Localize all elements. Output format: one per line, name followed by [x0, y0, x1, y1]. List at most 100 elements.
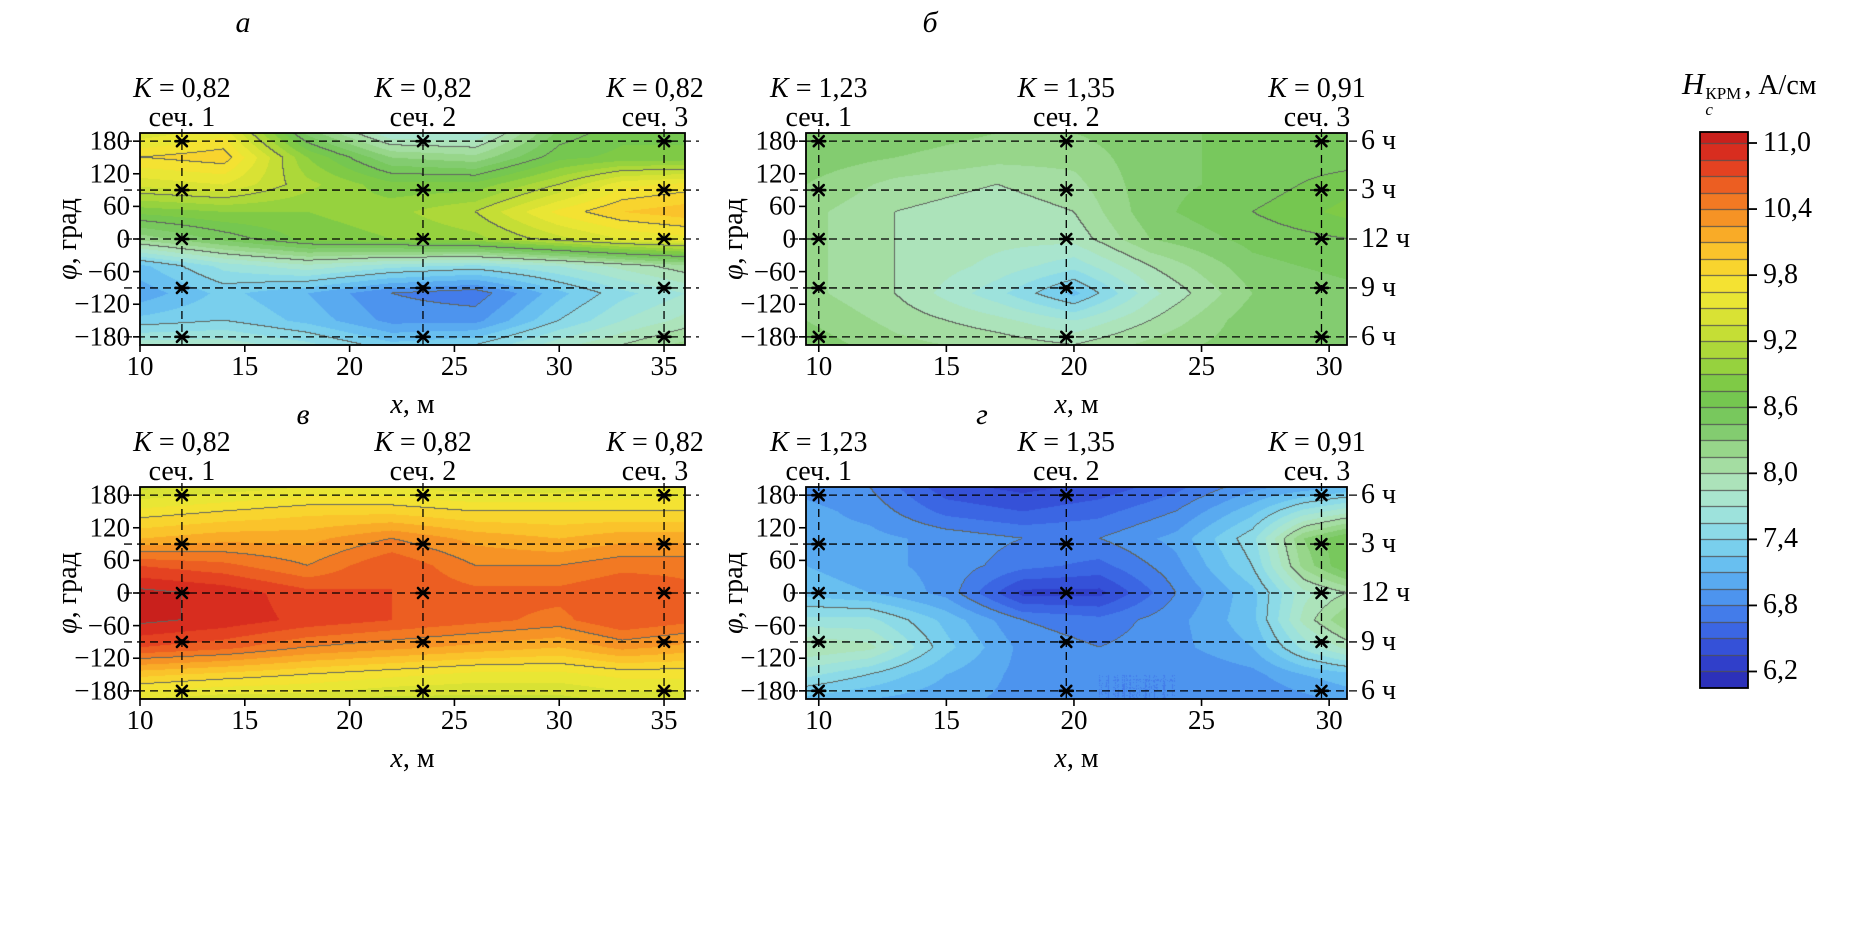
- heatmap-panel-г: [806, 487, 1347, 699]
- y-tick-label: −60: [87, 610, 130, 641]
- section-label: сеч. 2: [389, 456, 457, 487]
- x-tick-label: 20: [1060, 705, 1088, 735]
- y-tick-label: 0: [782, 223, 797, 254]
- colorbar-title-symbol: H: [1682, 66, 1705, 101]
- section-label: сеч. 2: [1032, 456, 1100, 487]
- x-tick-label: 20: [336, 705, 364, 735]
- colorbar-tick-label: 8,0: [1763, 457, 1798, 489]
- x-tick-label: 15: [932, 351, 960, 381]
- colorbar-tick-label: 11,0: [1763, 126, 1811, 158]
- y-tick-label: −120: [74, 642, 130, 673]
- x-tick-label: 15: [932, 705, 960, 735]
- hour-label: 6 ч: [1361, 674, 1397, 706]
- panel-letter: б: [922, 6, 938, 39]
- section-k-label: K = 0,82: [133, 73, 231, 104]
- section-k-label: K = 0,82: [133, 427, 231, 458]
- x-tick-label: 25: [440, 351, 468, 381]
- section-k-label: K = 0,91: [1268, 73, 1366, 104]
- hour-label: 3 ч: [1361, 173, 1397, 205]
- x-tick-label: 25: [1188, 705, 1216, 735]
- x-tick-label: 35: [650, 351, 678, 381]
- y-tick-label: 60: [769, 190, 796, 221]
- hour-label: 9 ч: [1361, 271, 1397, 303]
- section-label: сеч. 1: [785, 456, 853, 487]
- x-tick-label: 25: [1188, 351, 1216, 381]
- y-tick-label: 180: [89, 125, 131, 156]
- colorbar-title-superscript: КРМ: [1705, 84, 1742, 103]
- section-label: сеч. 3: [1283, 456, 1351, 487]
- y-axis-label: φ, град: [717, 552, 749, 634]
- y-axis-label: φ, град: [51, 198, 83, 280]
- colorbar-title-scripts: КРМ c: [1705, 84, 1742, 119]
- section-k-label: K = 0,82: [606, 427, 704, 458]
- y-tick-label: 180: [89, 479, 131, 510]
- panel-letter: г: [976, 398, 988, 431]
- y-tick-label: 180: [755, 479, 797, 510]
- x-tick-label: 20: [1060, 351, 1088, 381]
- x-tick-label: 10: [126, 705, 154, 735]
- y-tick-label: 120: [755, 512, 797, 543]
- colorbar-tick-label: 10,4: [1763, 192, 1812, 224]
- hour-label: 6 ч: [1361, 125, 1397, 157]
- colorbar-tick-label: 9,8: [1763, 259, 1798, 291]
- y-tick-label: −60: [753, 256, 796, 287]
- y-tick-label: 60: [103, 544, 130, 575]
- y-tick-label: 0: [116, 223, 131, 254]
- x-tick-label: 30: [1315, 351, 1343, 381]
- section-k-label: K = 0,82: [374, 73, 472, 104]
- colorbar-title-units: , А/см: [1744, 70, 1817, 101]
- y-tick-label: 60: [769, 544, 796, 575]
- x-axis-label: x, м: [390, 389, 435, 420]
- x-axis-label: x, м: [1054, 743, 1099, 774]
- section-label: сеч. 1: [148, 456, 216, 487]
- colorbar-tick-label: 9,2: [1763, 325, 1798, 357]
- hour-label: 12 ч: [1361, 576, 1411, 608]
- x-tick-label: 30: [1315, 705, 1343, 735]
- section-label: сеч. 2: [389, 102, 457, 133]
- section-label: сеч. 1: [785, 102, 853, 133]
- y-tick-label: 0: [782, 577, 797, 608]
- y-tick-label: −60: [87, 256, 130, 287]
- y-axis-label: φ, град: [51, 552, 83, 634]
- colorbar-title: H КРМ c, А/см: [1682, 66, 1816, 118]
- y-tick-label: 120: [755, 158, 797, 189]
- section-label: сеч. 3: [621, 102, 689, 133]
- colorbar-tick-label: 6,2: [1763, 655, 1798, 687]
- section-label: сеч. 3: [621, 456, 689, 487]
- x-axis-label: x, м: [1054, 389, 1099, 420]
- y-tick-label: −120: [74, 288, 130, 319]
- section-label: сеч. 1: [148, 102, 216, 133]
- y-tick-label: 0: [116, 577, 131, 608]
- x-tick-label: 10: [805, 705, 833, 735]
- colorbar-tick-label: 8,6: [1763, 391, 1798, 423]
- panel-letter: в: [296, 398, 310, 431]
- hour-label: 9 ч: [1361, 625, 1397, 657]
- y-tick-label: −120: [740, 288, 796, 319]
- y-tick-label: −180: [74, 675, 130, 706]
- y-tick-label: 120: [89, 512, 131, 543]
- x-tick-label: 15: [231, 705, 259, 735]
- y-axis-label: φ, град: [717, 198, 749, 280]
- colorbar-tick-label: 7,4: [1763, 523, 1798, 555]
- x-tick-label: 30: [545, 705, 573, 735]
- y-tick-label: −120: [740, 642, 796, 673]
- section-k-label: K = 1,23: [770, 427, 868, 458]
- heatmap-panel-в: [140, 487, 685, 699]
- heatmap-panel-а: [140, 133, 685, 345]
- hour-label: 6 ч: [1361, 320, 1397, 352]
- x-tick-label: 30: [545, 351, 573, 381]
- section-label: сеч. 2: [1032, 102, 1100, 133]
- panel-letter: а: [235, 6, 251, 39]
- y-tick-label: −60: [753, 610, 796, 641]
- section-k-label: K = 1,35: [1017, 427, 1116, 458]
- section-k-label: K = 0,91: [1268, 427, 1366, 458]
- colorbar: [1700, 132, 1748, 688]
- colorbar-title-subscript: c: [1705, 100, 1713, 119]
- x-axis-label: x, м: [390, 743, 435, 774]
- section-k-label: K = 0,82: [374, 427, 472, 458]
- section-label: сеч. 3: [1283, 102, 1351, 133]
- hour-label: 3 ч: [1361, 527, 1397, 559]
- y-tick-label: 60: [103, 190, 130, 221]
- section-k-label: K = 1,35: [1017, 73, 1116, 104]
- y-tick-label: 120: [89, 158, 131, 189]
